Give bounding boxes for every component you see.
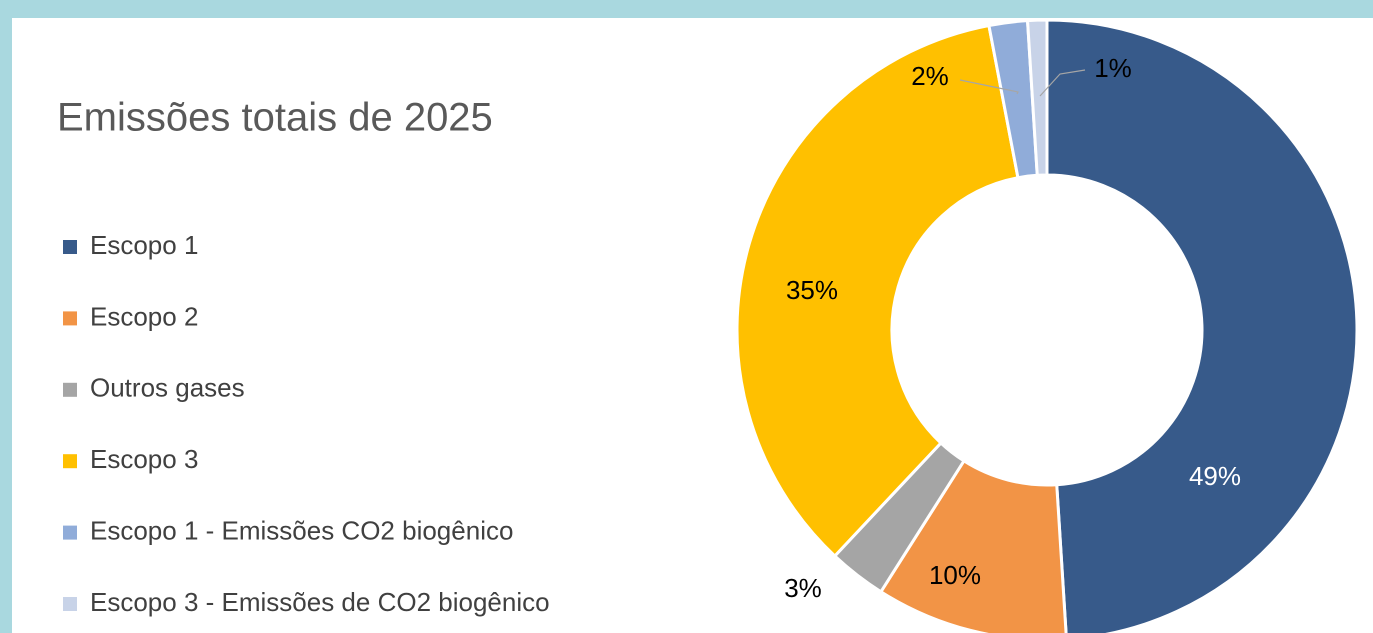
data-label: 2% (911, 61, 949, 91)
data-label: 10% (929, 560, 981, 590)
legend-swatch (63, 240, 77, 254)
legend-label: Outros gases (90, 373, 245, 403)
legend-label: Escopo 1 - Emissões CO2 biogênico (90, 515, 513, 545)
legend: Escopo 1 Escopo 2 Outros gases Escopo 3 Esco… (63, 230, 550, 617)
donut-slice (735, 23, 1020, 559)
legend-label: Escopo 3 - Emissões de CO2 biogênico (90, 587, 550, 617)
donut-slice (1045, 18, 1359, 633)
donut (735, 18, 1359, 633)
data-label: 3% (784, 573, 822, 603)
data-labels: 49% 10% 3% 35% 2% 1% (784, 53, 1241, 603)
leader-line (1039, 69, 1086, 97)
data-label: 1% (1094, 53, 1132, 83)
legend-label: Escopo 3 (90, 444, 198, 474)
legend-swatch (63, 454, 77, 469)
legend-label: Escopo 2 (90, 301, 198, 331)
legend-label: Escopo 1 (90, 230, 198, 260)
legend-swatch (63, 525, 77, 540)
chart-title: Emissões totais de 2025 (57, 96, 493, 140)
donut-slice (1025, 18, 1049, 177)
legend-swatch (63, 311, 77, 326)
data-label: 49% (1189, 461, 1241, 491)
legend-swatch (63, 597, 77, 611)
data-label: 35% (786, 275, 838, 305)
leader-line (959, 79, 1019, 95)
legend-swatch (63, 382, 77, 397)
